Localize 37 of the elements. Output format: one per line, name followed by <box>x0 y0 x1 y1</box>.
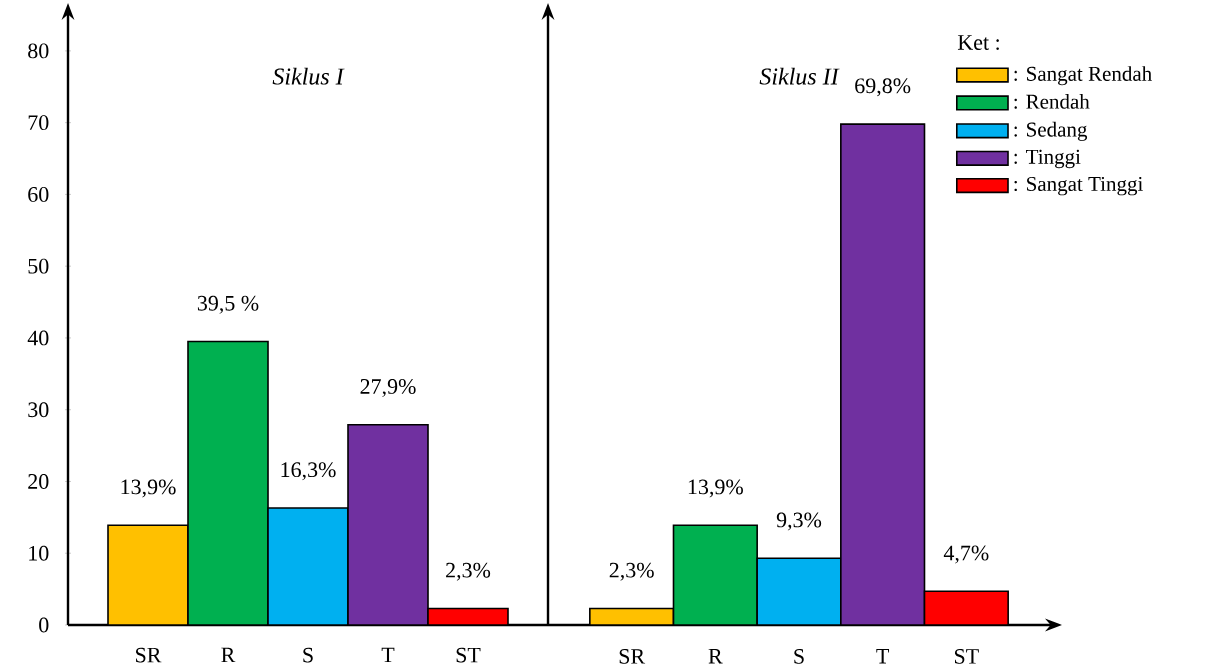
x-tick-label: T <box>876 648 890 664</box>
data-label: 2,3% <box>446 562 491 581</box>
text: Siklus I <box>272 67 345 85</box>
legend-title: Ket : <box>957 35 999 50</box>
y-tick-label: 0 <box>39 617 49 633</box>
data-label: 9,3% <box>776 512 822 531</box>
y-tick-label: 30 <box>28 402 49 418</box>
data-label: 13,9% <box>688 479 743 498</box>
y-tick-label: 40 <box>27 330 49 346</box>
legend-label: : Rendah <box>1014 94 1090 109</box>
data-label: 39,5 % <box>197 295 259 314</box>
y-tick-label: 10 <box>29 545 49 561</box>
data-label: 27,9% <box>360 379 416 398</box>
text: Siklus II <box>759 67 840 85</box>
data-label: 13,9% <box>121 479 176 498</box>
data-label: 16,3% <box>281 462 336 481</box>
legend-label: : Tinggi <box>1014 149 1081 169</box>
data-label: 4,7% <box>943 545 989 564</box>
x-tick-label: R <box>708 648 723 664</box>
y-tick-label: 70 <box>28 115 49 131</box>
data-label: 2,3% <box>609 562 654 581</box>
x-tick-label: ST <box>456 647 481 663</box>
x-tick-label: S <box>794 649 804 664</box>
x-tick-label: S <box>303 647 313 663</box>
y-tick-label: 60 <box>28 187 49 202</box>
data-label: 69,8% <box>855 78 911 97</box>
x-tick-label: ST <box>954 649 979 664</box>
x-tick-label: SR <box>619 649 646 664</box>
legend-label: : Sedang <box>1014 121 1088 141</box>
x-tick-label: T <box>381 647 395 663</box>
y-tick-label: 20 <box>28 474 49 489</box>
legend-label: : Sangat Rendah <box>1014 66 1152 86</box>
y-tick-label: 80 <box>28 43 49 59</box>
y-tick-label: 50 <box>28 258 49 274</box>
legend-label: : Sangat Tinggi <box>1014 176 1143 196</box>
x-tick-label: R <box>221 647 236 663</box>
x-tick-label: SR <box>136 647 162 663</box>
